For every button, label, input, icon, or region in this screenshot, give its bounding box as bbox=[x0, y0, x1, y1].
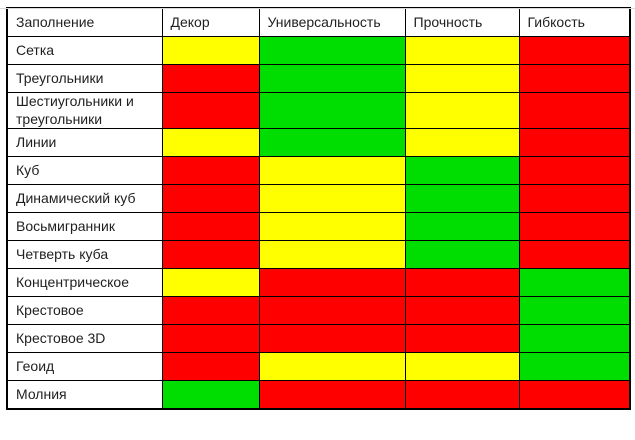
rating-cell-green bbox=[518, 268, 631, 297]
rating-cell-red bbox=[518, 64, 631, 93]
row-label: Молния bbox=[6, 380, 163, 410]
row-label: Четверть куба bbox=[6, 240, 163, 269]
table-row: Молния bbox=[6, 380, 631, 410]
table-row: Геоид bbox=[6, 352, 631, 381]
table-row: Крестовое 3D bbox=[6, 324, 631, 353]
rating-cell-green bbox=[404, 212, 520, 241]
column-header-versatility: Универсальность bbox=[258, 7, 406, 37]
table-row: Куб bbox=[6, 156, 631, 185]
table-body: Сетка Треугольники Шестиугольники и треуго… bbox=[6, 36, 631, 410]
rating-cell-yellow bbox=[258, 240, 406, 269]
column-header-strength: Прочность bbox=[404, 7, 520, 37]
rating-cell-green bbox=[258, 128, 406, 157]
rating-cell-yellow bbox=[258, 184, 406, 213]
table-row: Линии bbox=[6, 128, 631, 157]
rating-cell-red bbox=[404, 268, 520, 297]
rating-cell-green bbox=[518, 296, 631, 325]
row-label: Крестовое 3D bbox=[6, 324, 163, 353]
rating-cell-red bbox=[161, 156, 260, 185]
rating-cell-green bbox=[404, 240, 520, 269]
rating-cell-red bbox=[161, 212, 260, 241]
column-header-decor: Декор bbox=[161, 7, 260, 37]
rating-cell-green bbox=[258, 36, 406, 65]
column-header-fill: Заполнение bbox=[6, 7, 163, 37]
rating-cell-red bbox=[161, 240, 260, 269]
table-row: Шестиугольники и треугольники bbox=[6, 92, 631, 129]
row-label: Линии bbox=[6, 128, 163, 157]
column-header-flexibility: Гибкость bbox=[518, 7, 631, 37]
rating-cell-red bbox=[518, 156, 631, 185]
table-row: Динамический куб bbox=[6, 184, 631, 213]
infill-comparison-table: Заполнение Декор Универсальность Прочнос… bbox=[6, 7, 631, 410]
rating-cell-yellow bbox=[258, 352, 406, 381]
rating-cell-red bbox=[258, 324, 406, 353]
table-row: Четверть куба bbox=[6, 240, 631, 269]
row-label: Сетка bbox=[6, 36, 163, 65]
rating-cell-yellow bbox=[258, 212, 406, 241]
table-row: Треугольники bbox=[6, 64, 631, 93]
rating-cell-red bbox=[258, 268, 406, 297]
rating-cell-red bbox=[404, 296, 520, 325]
rating-cell-yellow bbox=[161, 128, 260, 157]
rating-cell-red bbox=[404, 324, 520, 353]
row-label: Геоид bbox=[6, 352, 163, 381]
rating-cell-green bbox=[404, 184, 520, 213]
rating-cell-green bbox=[518, 324, 631, 353]
rating-cell-yellow bbox=[404, 128, 520, 157]
rating-cell-red bbox=[404, 380, 520, 410]
rating-cell-yellow bbox=[404, 92, 520, 129]
rating-cell-red bbox=[258, 296, 406, 325]
rating-cell-green bbox=[518, 352, 631, 381]
table-row: Восьмигранник bbox=[6, 212, 631, 241]
rating-cell-red bbox=[518, 380, 631, 410]
rating-cell-red bbox=[518, 128, 631, 157]
rating-cell-yellow bbox=[404, 36, 520, 65]
rating-cell-red bbox=[161, 64, 260, 93]
rating-cell-red bbox=[518, 212, 631, 241]
row-label: Шестиугольники и треугольники bbox=[6, 92, 163, 129]
rating-cell-green bbox=[161, 380, 260, 410]
rating-cell-green bbox=[404, 156, 520, 185]
rating-cell-yellow bbox=[404, 64, 520, 93]
rating-cell-red bbox=[518, 36, 631, 65]
row-label: Восьмигранник bbox=[6, 212, 163, 241]
screenshot-top-edge bbox=[0, 8, 635, 9]
table-row: Сетка bbox=[6, 36, 631, 65]
rating-cell-red bbox=[161, 92, 260, 129]
rating-cell-yellow bbox=[404, 352, 520, 381]
rating-cell-red bbox=[161, 352, 260, 381]
rating-cell-red bbox=[161, 184, 260, 213]
row-label: Динамический куб bbox=[6, 184, 163, 213]
table-row: Крестовое bbox=[6, 296, 631, 325]
rating-cell-green bbox=[258, 64, 406, 93]
rating-cell-red bbox=[258, 380, 406, 410]
rating-cell-red bbox=[518, 92, 631, 129]
rating-cell-red bbox=[518, 240, 631, 269]
table-row: Концентрическое bbox=[6, 268, 631, 297]
row-label: Куб bbox=[6, 156, 163, 185]
rating-cell-yellow bbox=[161, 268, 260, 297]
rating-cell-red bbox=[161, 296, 260, 325]
rating-cell-green bbox=[258, 92, 406, 129]
row-label: Концентрическое bbox=[6, 268, 163, 297]
rating-cell-red bbox=[518, 184, 631, 213]
table-header: Заполнение Декор Универсальность Прочнос… bbox=[6, 7, 631, 37]
rating-cell-yellow bbox=[258, 156, 406, 185]
header-row: Заполнение Декор Универсальность Прочнос… bbox=[6, 7, 631, 37]
row-label: Треугольники bbox=[6, 64, 163, 93]
row-label: Крестовое bbox=[6, 296, 163, 325]
rating-cell-red bbox=[161, 324, 260, 353]
rating-cell-yellow bbox=[161, 36, 260, 65]
